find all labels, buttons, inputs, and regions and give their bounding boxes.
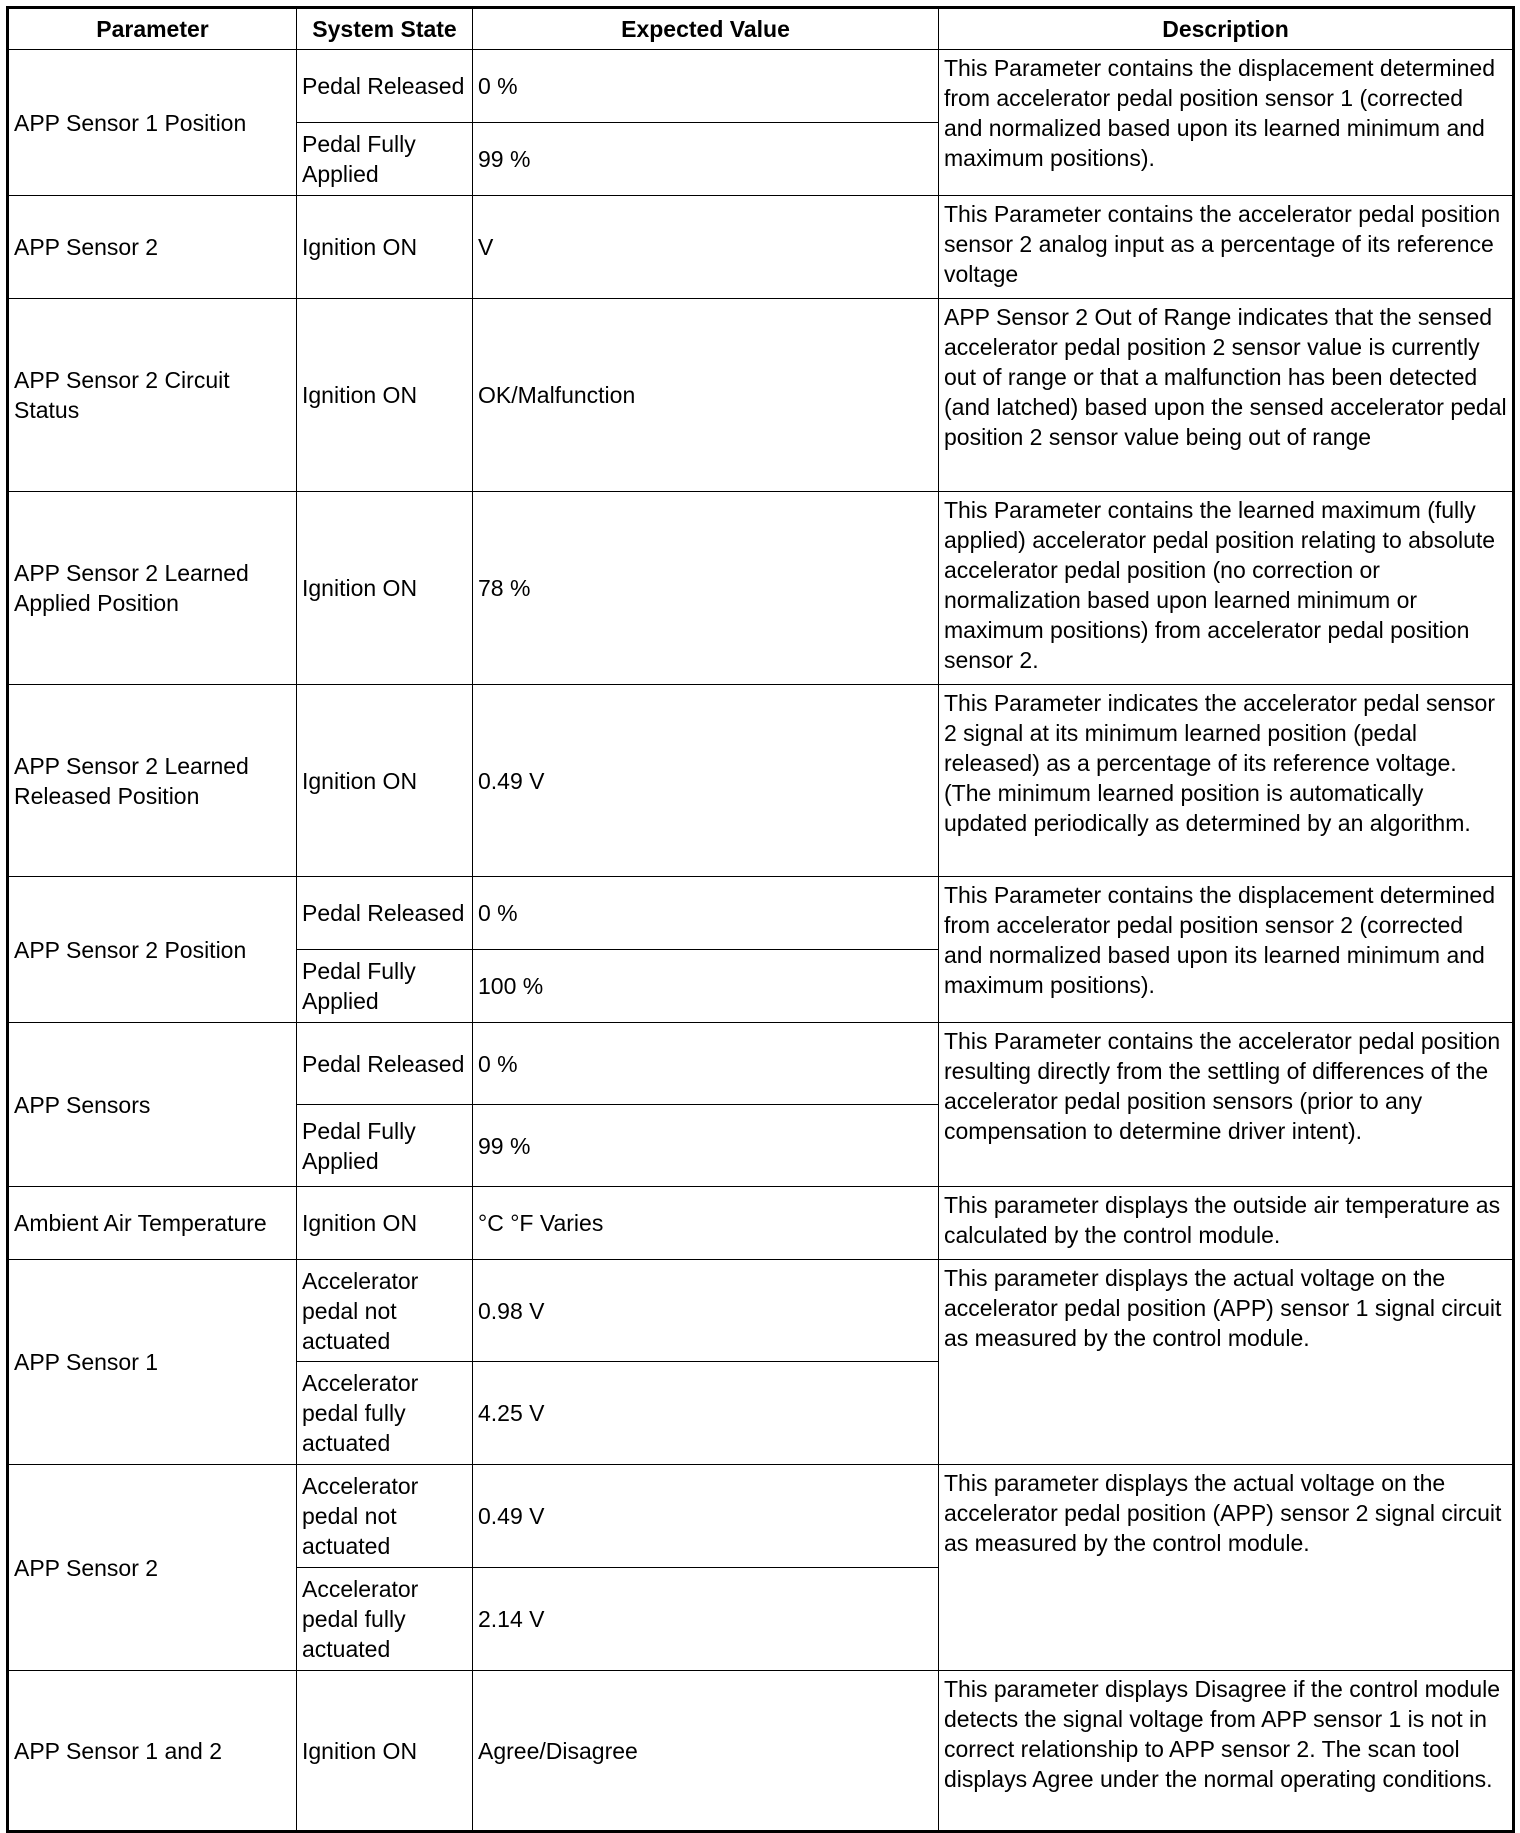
expected-value-cell: 0 % <box>472 876 939 950</box>
system-state-cell: Ignition ON <box>296 195 473 299</box>
table-row: APP Sensor 2 Ignition ON V This Parameter c… <box>7 195 1514 299</box>
system-state-cell: Ignition ON <box>296 491 473 685</box>
system-state-cell: Ignition ON <box>296 1186 473 1260</box>
system-state-cell: Accelerator pedal not actuated <box>296 1259 473 1362</box>
table-row: Accelerator pedal fully actuated 4.25 V <box>8 1361 1514 1465</box>
expected-value-cell: 4.25 V <box>472 1361 939 1465</box>
description-cell: This Parameter indicates the accelerator… <box>938 684 1514 877</box>
description-cell: This parameter displays the actual volta… <box>938 1259 1514 1465</box>
parameter-cell: APP Sensor 2 <box>7 195 297 299</box>
parameter-cell: APP Sensor 1 Position <box>7 49 297 196</box>
expected-value-cell: 0.49 V <box>472 1464 939 1568</box>
header-row: Parameter System State Expected Value De… <box>7 7 1514 50</box>
system-state-cell: Accelerator pedal fully actuated <box>296 1361 473 1465</box>
expected-value-cell: 78 % <box>472 491 939 685</box>
table-row: APP Sensors Pedal Released 0 % This Paramet… <box>7 1022 1514 1187</box>
expected-value-cell: OK/Malfunction <box>472 298 939 492</box>
parameter-cell: APP Sensor 1 <box>7 1259 297 1465</box>
parameter-cell: APP Sensor 1 and 2 <box>7 1670 297 1832</box>
description-cell: This Parameter contains the accelerator … <box>938 1022 1514 1187</box>
system-state-cell: Pedal Fully Applied <box>296 949 473 1023</box>
header-system-state: System State <box>296 7 473 50</box>
table-row: APP Sensor 1 Position Pedal Released 0 % Th… <box>7 49 1514 196</box>
expected-value-cell: 99 % <box>472 1104 939 1187</box>
system-state-cell: Ignition ON <box>296 684 473 877</box>
table-row: Ambient Air Temperature Ignition ON °C °F … <box>7 1186 1514 1260</box>
description-cell: This parameter displays the actual volta… <box>938 1464 1514 1671</box>
description-cell: This Parameter contains the learned maxi… <box>938 491 1514 685</box>
description-cell: This Parameter contains the displacement… <box>938 876 1514 1023</box>
expected-value-cell: 0 % <box>472 49 939 123</box>
expected-value-cell: 0 % <box>472 1022 939 1105</box>
expected-value-cell: 0.98 V <box>472 1259 939 1362</box>
table-row: APP Sensor 2 Circuit Status Ignition ON OK… <box>7 298 1514 492</box>
expected-value-cell: 2.14 V <box>472 1567 939 1671</box>
table-row: APP Sensor 2 Learned Released Position Ig… <box>7 684 1514 877</box>
table-row: APP Sensor 2 Learned Applied Position Ign… <box>7 491 1514 685</box>
description-cell: This Parameter contains the accelerator … <box>938 195 1514 299</box>
description-cell: This parameter displays Disagree if the … <box>938 1670 1514 1832</box>
expected-value-cell: V <box>472 195 939 299</box>
expected-value-cell: Agree/Disagree <box>472 1670 939 1832</box>
table-row: Pedal Fully Applied 99 % <box>8 1104 1514 1187</box>
system-state-cell: Accelerator pedal not actuated <box>296 1464 473 1568</box>
table-row: APP Sensor 1 Accelerator pedal not actuat… <box>7 1259 1514 1465</box>
table-row: APP Sensor 2 Accelerator pedal not actuat… <box>7 1464 1514 1671</box>
parameter-cell: APP Sensor 2 Learned Applied Position <box>7 491 297 685</box>
system-state-cell: Pedal Released <box>296 876 473 950</box>
description-cell: APP Sensor 2 Out of Range indicates that… <box>938 298 1514 492</box>
header-expected-value: Expected Value <box>472 7 939 50</box>
system-state-cell: Ignition ON <box>296 298 473 492</box>
parameter-cell: APP Sensors <box>7 1022 297 1187</box>
parameter-table: Parameter System State Expected Value De… <box>6 6 1515 1833</box>
parameter-cell: APP Sensor 2 Circuit Status <box>7 298 297 492</box>
expected-value-cell: 100 % <box>472 949 939 1023</box>
system-state-cell: Pedal Fully Applied <box>296 122 473 196</box>
system-state-cell: Accelerator pedal fully actuated <box>296 1567 473 1671</box>
description-cell: This Parameter contains the displacement… <box>938 49 1514 196</box>
system-state-cell: Pedal Fully Applied <box>296 1104 473 1187</box>
table-row: APP Sensor 2 Position Pedal Released 0 % Th… <box>7 876 1514 1023</box>
parameter-cell: APP Sensor 2 Learned Released Position <box>7 684 297 877</box>
expected-value-cell: °C °F Varies <box>472 1186 939 1260</box>
parameter-cell: APP Sensor 2 Position <box>7 876 297 1023</box>
parameter-cell: Ambient Air Temperature <box>7 1186 297 1260</box>
header-description: Description <box>938 7 1514 50</box>
system-state-cell: Ignition ON <box>296 1670 473 1832</box>
system-state-cell: Pedal Released <box>296 1022 473 1105</box>
table-row: APP Sensor 1 and 2 Ignition ON Agree/Disag… <box>7 1670 1514 1832</box>
header-parameter: Parameter <box>7 7 297 50</box>
description-cell: This parameter displays the outside air … <box>938 1186 1514 1260</box>
system-state-cell: Pedal Released <box>296 49 473 123</box>
expected-value-cell: 99 % <box>472 122 939 196</box>
parameter-cell: APP Sensor 2 <box>7 1464 297 1671</box>
expected-value-cell: 0.49 V <box>472 684 939 877</box>
